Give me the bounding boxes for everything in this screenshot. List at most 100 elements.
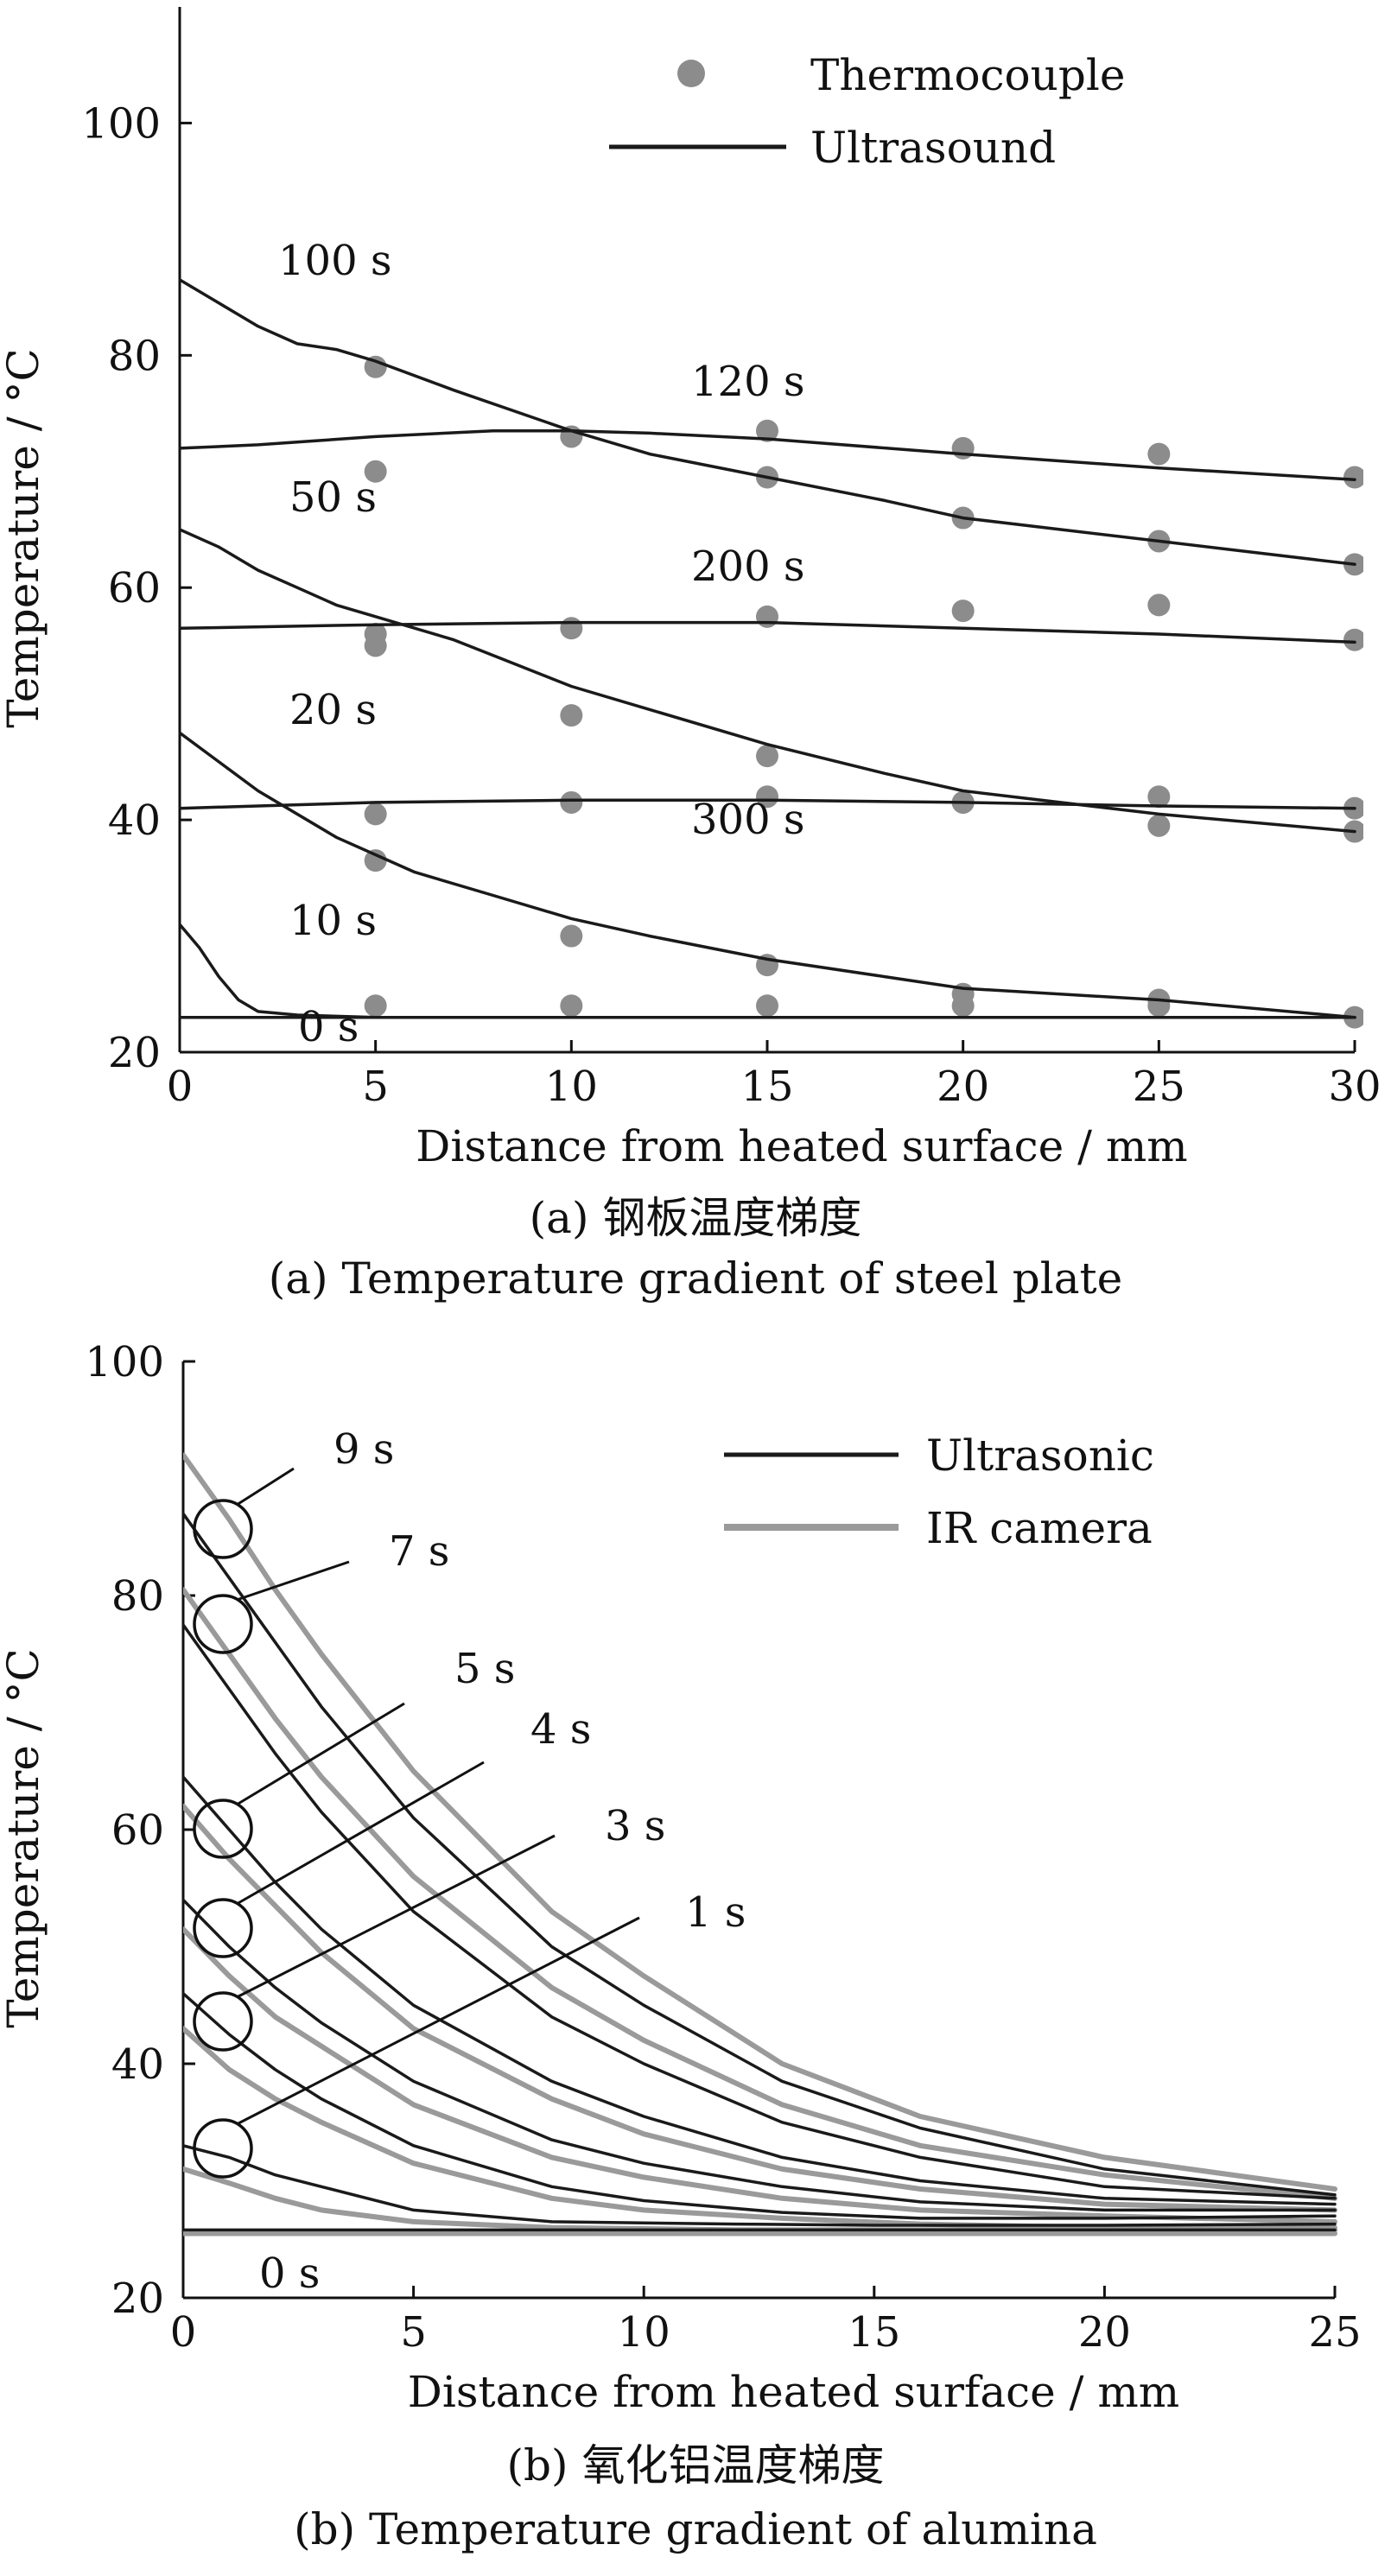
caption-b-english: (b) Temperature gradient of alumina bbox=[294, 2504, 1097, 2554]
x-tick-label: 0 bbox=[167, 1063, 194, 1111]
callout-circle-7-s bbox=[193, 1594, 253, 1654]
chart-a: 0 5 10 15 20 25 30 20 40 60 80 100 Distance from hea… bbox=[0, 7, 1381, 1171]
y-axis-label: Temperature / °C bbox=[0, 1648, 48, 2027]
callout-line-3-s bbox=[236, 1834, 556, 1999]
callout-circle-4-s bbox=[193, 1898, 253, 1958]
series-line-1-s-ultrasonic bbox=[183, 2144, 1337, 2227]
x-tick-label: 15 bbox=[740, 1063, 793, 1111]
series-label-7-s: 7 s bbox=[389, 1527, 449, 1576]
thermocouple-point bbox=[1147, 442, 1171, 466]
series-line-10-s-ultrasound bbox=[180, 923, 1356, 1019]
legend-label-ir-camera: IR camera bbox=[926, 1503, 1153, 1553]
thermocouple-point bbox=[560, 994, 583, 1018]
thermocouple-point bbox=[951, 994, 975, 1018]
series-label-100-s: 100 s bbox=[278, 237, 392, 285]
thermocouple-point bbox=[560, 790, 583, 814]
callout-circle-3-s bbox=[193, 1991, 253, 2052]
thermocouple-point bbox=[1343, 628, 1363, 651]
legend-label-ultrasonic: Ultrasonic bbox=[926, 1431, 1154, 1481]
series-line-9-s-ultrasonic bbox=[183, 1512, 1337, 2197]
x-tick-label: 5 bbox=[362, 1063, 389, 1111]
thermocouple-point bbox=[756, 994, 778, 1018]
series-line-9-s-ir-camera bbox=[183, 1452, 1337, 2192]
thermocouple-point bbox=[364, 849, 387, 872]
x-tick-label: 30 bbox=[1328, 1063, 1381, 1111]
series-line-3-s-ultrasonic bbox=[183, 1991, 1337, 2220]
series-line-4-s-ir-camera bbox=[183, 1926, 1337, 2224]
series-line-4-s-ultrasonic bbox=[183, 1898, 1337, 2212]
x-tick-label: 5 bbox=[400, 2308, 427, 2357]
series-line-300-s-ultrasound bbox=[180, 798, 1356, 810]
series-label-50-s: 50 s bbox=[289, 473, 377, 522]
x-tick-label: 25 bbox=[1133, 1063, 1185, 1111]
thermocouple-point bbox=[756, 745, 778, 768]
series-label-20-s: 20 s bbox=[289, 686, 377, 734]
thermocouple-point bbox=[560, 617, 583, 640]
thermocouple-point bbox=[560, 704, 583, 727]
x-tick-label: 15 bbox=[848, 2308, 900, 2357]
x-tick-label: 0 bbox=[170, 2308, 197, 2357]
caption-a-chinese: (a) 钢板温度梯度 bbox=[529, 1193, 862, 1243]
callout-circle-1-s bbox=[193, 2118, 253, 2179]
legend: Ultrasonic IR camera bbox=[724, 1431, 1154, 1553]
y-tick-label: 80 bbox=[108, 332, 161, 380]
y-tick-label: 20 bbox=[111, 2275, 164, 2323]
callout-line-7-s bbox=[236, 1560, 350, 1602]
series-label-300-s: 300 s bbox=[691, 796, 805, 844]
thermocouple-point bbox=[364, 460, 387, 483]
series-label-200-s: 200 s bbox=[691, 542, 805, 591]
caption-b-chinese: (b) 氧化铝温度梯度 bbox=[506, 2440, 885, 2490]
y-tick-label: 40 bbox=[111, 2040, 164, 2089]
chart-b: 0 5 10 15 20 25 20 40 60 80 100 Distance from heate… bbox=[0, 1338, 1362, 2417]
series-line-20-s-ultrasound bbox=[180, 731, 1356, 1019]
series-label-4-s: 4 s bbox=[530, 1705, 591, 1754]
y-tick-label: 60 bbox=[111, 1806, 164, 1855]
legend-label-thermocouple: Thermocouple bbox=[810, 50, 1125, 100]
series-label-10-s: 10 s bbox=[289, 897, 377, 945]
thermocouple-point bbox=[364, 355, 387, 378]
series-line-7-s-ir-camera bbox=[183, 1587, 1337, 2201]
series-label-1-s: 1 s bbox=[685, 1888, 746, 1937]
thermocouple-point bbox=[756, 419, 778, 442]
callout-line-1-s bbox=[236, 1916, 640, 2126]
series-line-200-s-ultrasound bbox=[180, 620, 1356, 644]
x-tick-label: 10 bbox=[618, 2308, 670, 2357]
thermocouple-point bbox=[560, 924, 583, 948]
x-axis-label: Distance from heated surface / mm bbox=[408, 2367, 1179, 2417]
thermocouple-point bbox=[756, 605, 778, 628]
plot-area bbox=[180, 278, 1363, 1029]
y-tick-label: 60 bbox=[108, 564, 161, 612]
thermocouple-point bbox=[1147, 814, 1171, 837]
series-line-5-s-ultrasonic bbox=[183, 1775, 1337, 2206]
plot-area bbox=[183, 1452, 1337, 2237]
legend-label-ultrasound: Ultrasound bbox=[810, 123, 1056, 173]
series-line-7-s-ultrasonic bbox=[183, 1623, 1337, 2200]
legend-marker-thermocouple bbox=[677, 60, 705, 87]
thermocouple-point bbox=[1147, 994, 1171, 1018]
caption-a-english: (a) Temperature gradient of steel plate bbox=[268, 1253, 1123, 1304]
y-tick-label: 80 bbox=[111, 1572, 164, 1621]
series-line-3-s-ir-camera bbox=[183, 2026, 1337, 2230]
thermocouple-point bbox=[364, 994, 387, 1018]
x-tick-label: 20 bbox=[937, 1063, 989, 1111]
thermocouple-point bbox=[1343, 466, 1363, 489]
series-label-9-s: 9 s bbox=[333, 1425, 394, 1474]
thermocouple-point bbox=[756, 785, 778, 809]
callout-line-5-s bbox=[236, 1702, 405, 1806]
x-axis-label: Distance from heated surface / mm bbox=[416, 1121, 1187, 1171]
thermocouple-point bbox=[1147, 785, 1171, 809]
x-tick-label: 25 bbox=[1308, 2308, 1361, 2357]
series-line-50-s-ultrasound bbox=[180, 528, 1356, 834]
series-label-5-s: 5 s bbox=[454, 1645, 515, 1693]
series-label-3-s: 3 s bbox=[605, 1802, 665, 1850]
series-line-120-s-ultrasound bbox=[180, 428, 1356, 481]
thermocouple-point bbox=[364, 623, 387, 645]
y-tick-label: 20 bbox=[108, 1029, 161, 1077]
y-tick-label: 100 bbox=[81, 99, 161, 148]
callout-line-4-s bbox=[236, 1761, 485, 1906]
y-tick-label: 100 bbox=[85, 1338, 164, 1386]
y-tick-label: 40 bbox=[108, 796, 161, 845]
callout-circle-9-s bbox=[193, 1499, 253, 1559]
series-label-0-s: 0 s bbox=[259, 2249, 320, 2298]
